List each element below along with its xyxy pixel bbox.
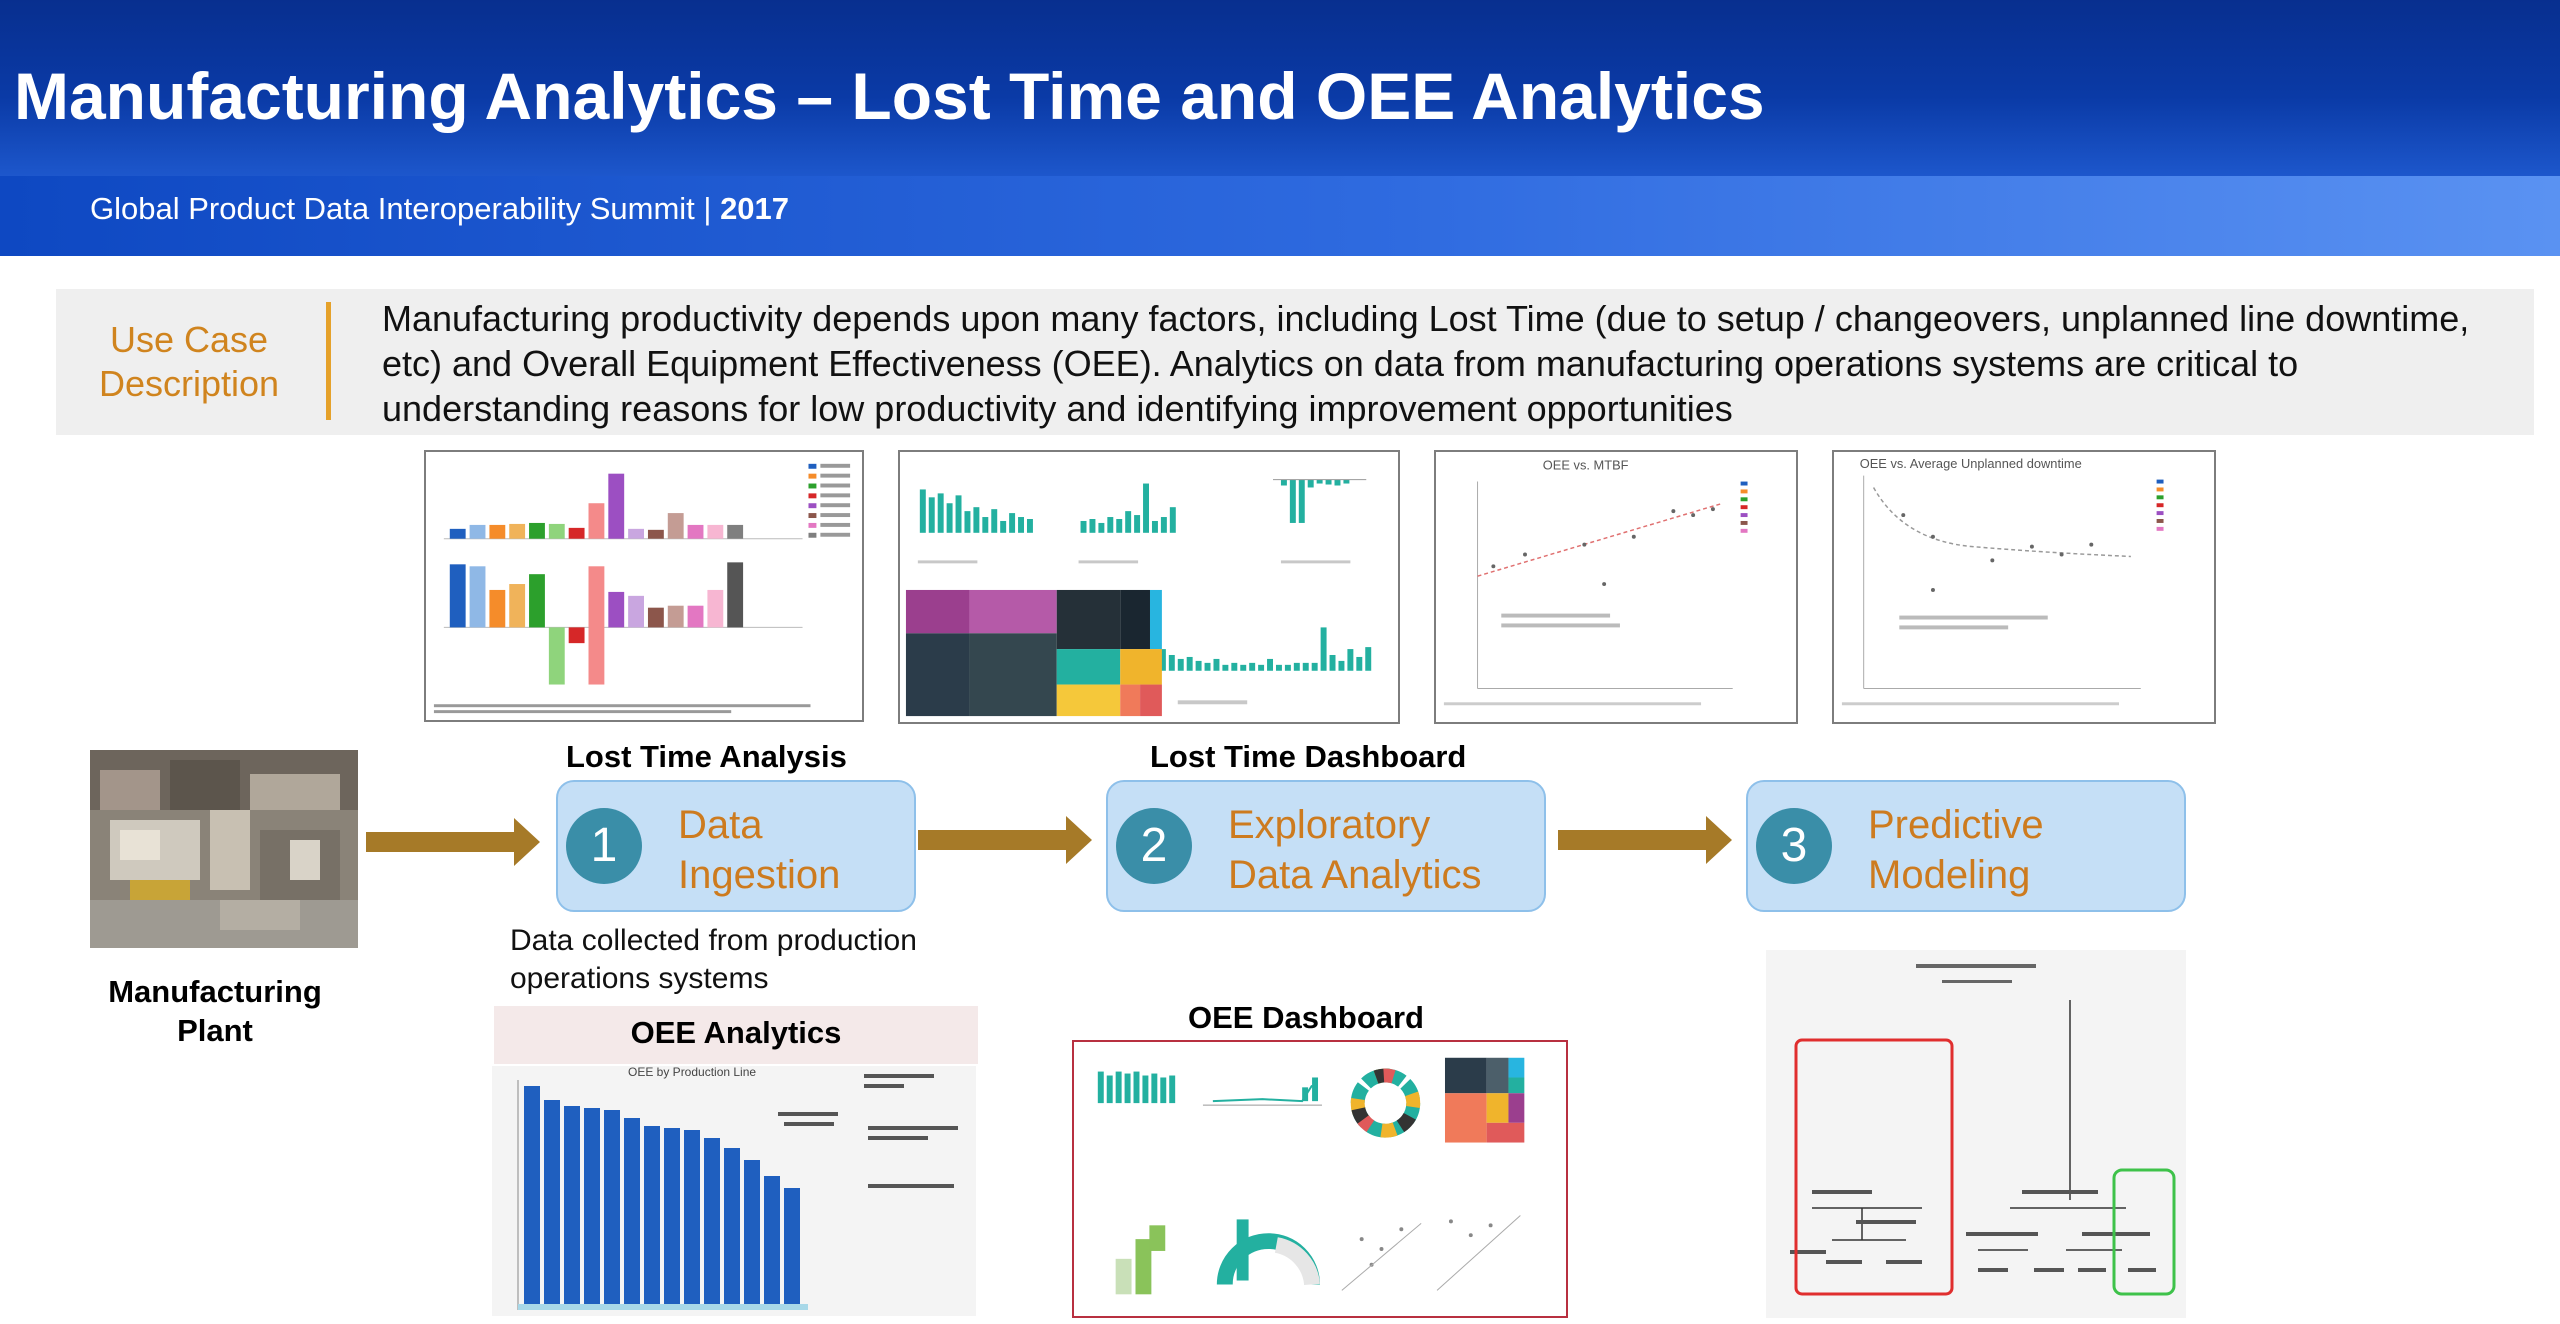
oee-vs-mtbf-thumbnail[interactable]: OEE vs. MTBF xyxy=(1434,450,1798,724)
subtitle: Global Product Data Interoperability Sum… xyxy=(90,191,789,227)
subtitle-text: Global Product Data Interoperability Sum… xyxy=(90,191,721,226)
lost-time-analysis-label: Lost Time Analysis xyxy=(566,739,847,774)
manufacturing-plant-photo xyxy=(90,750,358,948)
step-1-number: 1 xyxy=(566,808,642,884)
step-1-line1: Data xyxy=(678,803,763,847)
subtitle-year: 2017 xyxy=(720,191,790,226)
oee-analytics-header xyxy=(494,1006,978,1064)
step-3-line2: Modeling xyxy=(1868,853,2031,897)
oee-downtime-title: OEE vs. Average Unplanned downtime xyxy=(1860,456,2082,471)
use-case-label-line2: Description xyxy=(98,363,280,404)
slide-title: Manufacturing Analytics – Lost Time and … xyxy=(14,59,1765,133)
step-2-line1: Exploratory xyxy=(1228,803,1431,847)
plant-label-line1: Manufacturing xyxy=(108,974,322,1009)
step-data-ingestion[interactable]: 1 Data Ingestion xyxy=(556,780,916,912)
manufacturing-plant-label: Manufacturing Plant xyxy=(70,972,360,1050)
lost-time-analysis-thumbnail[interactable] xyxy=(424,450,864,722)
oee-analytics-label: OEE Analytics xyxy=(630,1015,842,1050)
arrow-eda-to-modeling xyxy=(1558,816,1732,864)
oee-by-line-title: OEE by Production Line xyxy=(628,1066,756,1079)
step-exploratory-data-analytics[interactable]: 2 Exploratory Data Analytics xyxy=(1106,780,1546,912)
step-predictive-modeling[interactable]: 3 Predictive Modeling xyxy=(1746,780,2186,912)
use-case-box xyxy=(56,289,2534,435)
decision-tree-thumbnail[interactable] xyxy=(1766,950,2186,1318)
oee-mtbf-title: OEE vs. MTBF xyxy=(1543,458,1629,473)
step-1-line2: Ingestion xyxy=(678,853,841,897)
step-3-number: 3 xyxy=(1756,808,1832,884)
plant-label-line2: Plant xyxy=(177,1013,253,1048)
arrow-plant-to-ingestion xyxy=(366,818,540,866)
lost-time-dashboard-thumbnail[interactable] xyxy=(898,450,1400,724)
oee-dashboard-label: OEE Dashboard xyxy=(1188,1000,1424,1035)
use-case-description: Manufacturing productivity depends upon … xyxy=(382,298,2470,429)
step-2-number: 2 xyxy=(1116,808,1192,884)
use-case-label-line1: Use Case xyxy=(109,319,269,360)
use-case-label: Use Case Description xyxy=(64,318,314,406)
oee-vs-downtime-thumbnail[interactable]: OEE vs. Average Unplanned downtime xyxy=(1832,450,2216,724)
oee-dashboard-thumbnail[interactable] xyxy=(1072,1040,1568,1318)
lost-time-dashboard-label: Lost Time Dashboard xyxy=(1150,739,1467,774)
data-collected-caption: Data collected from production operation… xyxy=(510,924,917,995)
use-case-divider xyxy=(326,302,331,420)
subtitle-band xyxy=(0,176,2560,256)
step-2-line2: Data Analytics xyxy=(1228,853,1482,897)
oee-analytics-thumbnail[interactable]: OEE by Production Line xyxy=(492,1066,976,1316)
step-3-line1: Predictive xyxy=(1868,803,2044,847)
title-banner xyxy=(0,0,2560,176)
arrow-ingestion-to-eda xyxy=(918,816,1092,864)
